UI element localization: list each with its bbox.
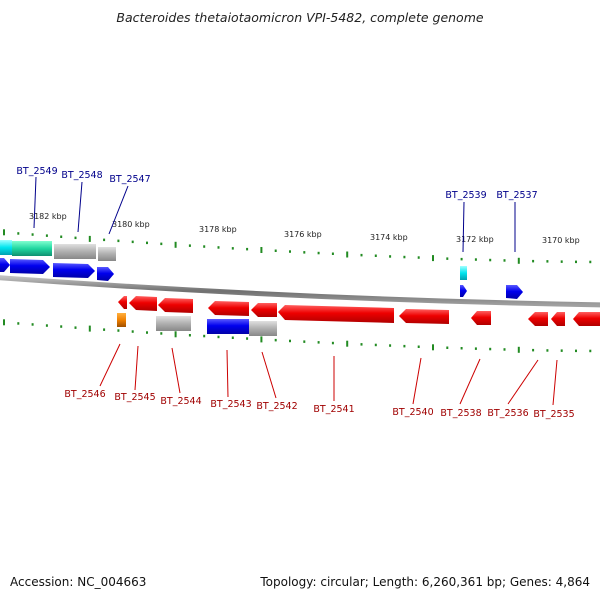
- gene-label[interactable]: BT_2540: [392, 407, 433, 418]
- gene-arrow[interactable]: [528, 312, 548, 326]
- gene-arrow[interactable]: [10, 259, 50, 274]
- gene-arrow[interactable]: [97, 267, 114, 281]
- top-callouts: [33, 176, 516, 253]
- callout-line: [33, 176, 37, 229]
- accession-text: Accession: NC_004663: [10, 575, 146, 589]
- gene-block[interactable]: [249, 321, 277, 336]
- gene-label[interactable]: BT_2537: [496, 190, 537, 201]
- callout-line: [552, 359, 558, 406]
- callout-line: [99, 343, 121, 387]
- gene-arrow[interactable]: [506, 285, 523, 299]
- scale-labels: 3182 kbp 3180 kbp 3178 kbp 3176 kbp 3174…: [29, 212, 580, 245]
- scale-label: 3172 kbp: [456, 235, 494, 244]
- gene-block[interactable]: [117, 313, 126, 327]
- gene-label[interactable]: BT_2543: [210, 399, 251, 410]
- gene-arrow[interactable]: [158, 298, 193, 313]
- callout-line: [462, 201, 465, 253]
- gene-block[interactable]: [12, 241, 52, 256]
- gene-arrow[interactable]: [551, 312, 565, 326]
- callout-line: [108, 185, 129, 235]
- scale-label: 3176 kbp: [284, 230, 322, 239]
- gene-arrow[interactable]: [0, 258, 10, 272]
- gene-block[interactable]: [460, 266, 467, 280]
- gene-label[interactable]: BT_2535: [533, 409, 574, 420]
- gene-arrow[interactable]: [208, 301, 249, 316]
- genome-summary-text: Topology: circular; Length: 6,260,361 bp…: [259, 575, 590, 589]
- gene-arrow[interactable]: [573, 312, 600, 326]
- genome-backbone: [0, 275, 600, 308]
- gene-label[interactable]: BT_2541: [313, 404, 354, 415]
- callout-line: [226, 349, 229, 398]
- gene-label[interactable]: BT_2538: [440, 408, 481, 419]
- gene-arrow[interactable]: [118, 296, 127, 309]
- callout-line: [261, 351, 277, 399]
- scale-ticks-inner: [3, 319, 592, 353]
- scale-label: 3182 kbp: [29, 212, 67, 221]
- gene-arrow[interactable]: [471, 311, 491, 325]
- gene-block[interactable]: [54, 244, 96, 259]
- gene-arrow[interactable]: [129, 296, 157, 311]
- scale-label: 3170 kbp: [542, 236, 580, 245]
- gene-label[interactable]: BT_2548: [61, 170, 102, 181]
- map-title: Bacteroides thetaiotaomicron VPI-5482, c…: [116, 10, 483, 25]
- gene-block[interactable]: [98, 247, 116, 261]
- reverse-strand-genes: [118, 296, 600, 326]
- gene-label[interactable]: BT_2544: [160, 396, 201, 407]
- outer-row-features: [0, 240, 467, 280]
- gene-arrow[interactable]: [251, 303, 277, 317]
- gene-label[interactable]: BT_2549: [16, 166, 57, 177]
- scale-label: 3180 kbp: [112, 220, 150, 229]
- gene-arrow[interactable]: [53, 263, 95, 278]
- scale-ticks-outer: [3, 229, 592, 264]
- callout-line: [459, 358, 481, 405]
- top-gene-labels: BT_2549 BT_2548 BT_2547 BT_2539 BT_2537: [16, 166, 537, 201]
- scale-label: 3178 kbp: [199, 225, 237, 234]
- gene-block[interactable]: [0, 240, 12, 255]
- gene-block[interactable]: [156, 316, 191, 331]
- scale-label: 3174 kbp: [370, 233, 408, 242]
- callout-line: [77, 181, 83, 233]
- gene-label[interactable]: BT_2547: [109, 174, 150, 185]
- gene-arrow[interactable]: [460, 285, 467, 297]
- gene-label[interactable]: BT_2546: [64, 389, 105, 400]
- callout-line: [171, 347, 181, 394]
- bottom-callouts: [99, 343, 558, 406]
- callout-line: [507, 359, 539, 405]
- callout-line: [412, 357, 422, 405]
- forward-strand-genes: [0, 258, 523, 299]
- callout-line: [134, 345, 139, 391]
- gene-block[interactable]: [207, 319, 249, 334]
- bottom-gene-labels: BT_2546 BT_2545 BT_2544 BT_2543 BT_2542 …: [64, 389, 574, 420]
- inner-row-features: [117, 313, 277, 336]
- gene-label[interactable]: BT_2542: [256, 401, 297, 412]
- gene-label[interactable]: BT_2536: [487, 408, 528, 419]
- gene-arrow[interactable]: [278, 305, 394, 323]
- gene-label[interactable]: BT_2539: [445, 190, 486, 201]
- gene-label[interactable]: BT_2545: [114, 392, 155, 403]
- gene-arrow[interactable]: [399, 309, 449, 324]
